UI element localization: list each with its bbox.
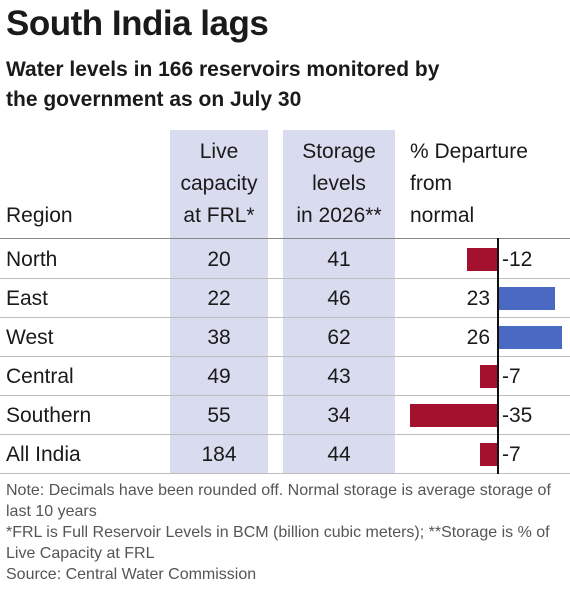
row-rule <box>0 356 570 357</box>
row-rule <box>0 278 570 279</box>
column-shade <box>170 130 268 474</box>
storage: 43 <box>327 365 351 388</box>
region: Southern <box>6 404 92 427</box>
column-header: from <box>410 172 452 195</box>
notes: Note: Decimals have been rounded off. No… <box>6 480 564 585</box>
note: *FRL is Full Reservoir Levels in BCM (bi… <box>6 524 550 562</box>
capacity: 20 <box>207 248 231 271</box>
departure-bar <box>497 326 562 349</box>
row-rule <box>0 317 570 318</box>
departure-bar <box>479 365 497 388</box>
region: East <box>6 287 49 310</box>
storage: 41 <box>327 248 351 271</box>
column-header: Region <box>6 204 73 227</box>
departure-label: -35 <box>502 404 533 427</box>
region: Central <box>6 365 74 388</box>
header-rule <box>0 238 570 239</box>
capacity: 38 <box>207 326 231 349</box>
storage: 34 <box>327 404 351 427</box>
column-header: in 2026** <box>296 204 382 227</box>
row-rule <box>0 473 570 474</box>
storage: 62 <box>327 326 351 349</box>
departure-label: -7 <box>502 443 521 466</box>
column-header: levels <box>312 172 366 195</box>
column-shade <box>283 130 395 474</box>
region: All India <box>6 443 81 466</box>
departure-label: 26 <box>466 326 490 349</box>
column-header: Live <box>199 140 239 163</box>
storage: 44 <box>327 443 351 466</box>
title: South India lags <box>6 4 269 43</box>
storage: 46 <box>327 287 351 310</box>
column-header: capacity <box>180 172 258 195</box>
departure-bar <box>497 287 555 310</box>
column-header: normal <box>410 204 475 227</box>
departure-bar <box>409 404 497 427</box>
capacity: 55 <box>207 404 231 427</box>
region: North <box>6 248 58 271</box>
capacity: 49 <box>207 365 231 388</box>
departure-label: -12 <box>502 248 533 271</box>
capacity: 22 <box>207 287 231 310</box>
subtitle: Water levels in 166 reservoirs monitored… <box>6 58 440 81</box>
column-header: Storage <box>302 140 376 163</box>
note: Source: Central Water Commission <box>6 566 257 583</box>
zero-axis <box>497 238 499 474</box>
row-rule <box>0 395 570 396</box>
capacity: 184 <box>201 443 237 466</box>
column-header: % Departure <box>410 140 528 163</box>
departure-label: 23 <box>466 287 490 310</box>
departure-label: -7 <box>502 365 521 388</box>
subtitle: the government as on July 30 <box>6 88 302 111</box>
column-header: at FRL* <box>183 204 255 227</box>
region: West <box>6 326 54 349</box>
row-rule <box>0 434 570 435</box>
departure-bar <box>467 248 497 271</box>
note: Note: Decimals have been rounded off. No… <box>6 482 551 520</box>
departure-bar <box>479 443 497 466</box>
